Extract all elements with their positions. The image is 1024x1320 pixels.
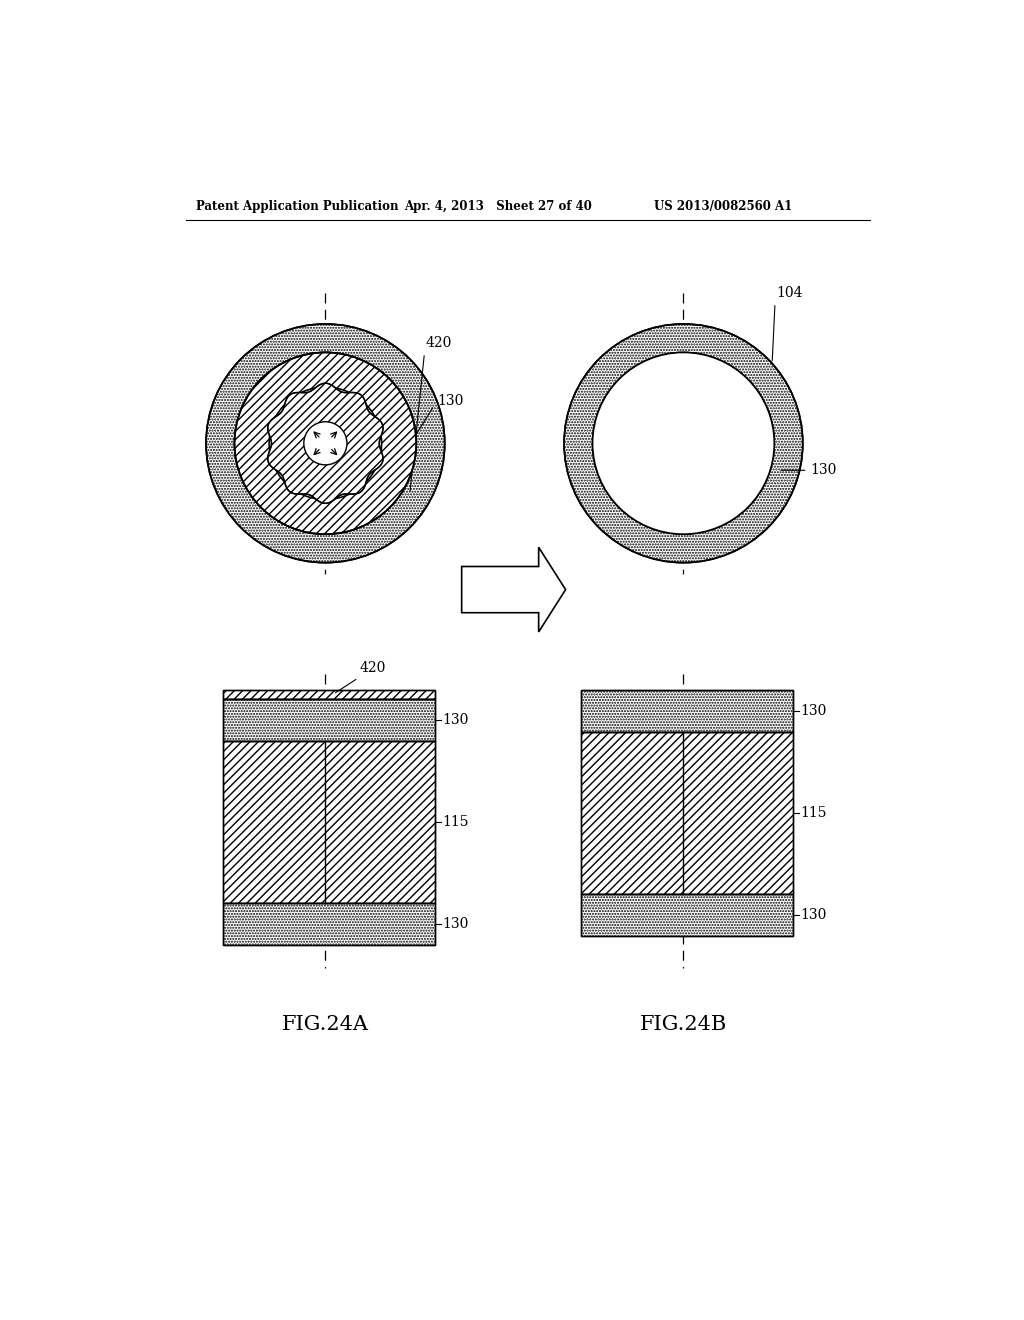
Bar: [581, 894, 793, 936]
Bar: [223, 903, 435, 945]
Bar: [223, 689, 435, 700]
Circle shape: [206, 323, 444, 562]
Circle shape: [234, 352, 416, 535]
Circle shape: [304, 422, 347, 465]
Circle shape: [593, 352, 774, 535]
Text: 130: 130: [801, 704, 826, 718]
Text: US 2013/0082560 A1: US 2013/0082560 A1: [654, 199, 793, 213]
Text: Patent Application Publication: Patent Application Publication: [196, 199, 398, 213]
Text: FIG.24A: FIG.24A: [282, 1015, 369, 1034]
Polygon shape: [267, 383, 383, 503]
Bar: [223, 903, 435, 945]
Circle shape: [269, 387, 382, 499]
Bar: [223, 700, 435, 742]
Text: FIG.24B: FIG.24B: [640, 1015, 727, 1034]
Bar: [223, 742, 435, 903]
Text: 115: 115: [442, 816, 469, 829]
Text: 130: 130: [392, 393, 464, 473]
Bar: [223, 689, 435, 700]
Text: 420: 420: [410, 337, 452, 491]
Text: 420: 420: [336, 661, 386, 693]
Text: 130: 130: [801, 908, 826, 921]
Circle shape: [234, 352, 416, 535]
Text: Apr. 4, 2013   Sheet 27 of 40: Apr. 4, 2013 Sheet 27 of 40: [403, 199, 592, 213]
Text: 115: 115: [801, 807, 827, 820]
Circle shape: [593, 352, 774, 535]
Bar: [581, 733, 793, 894]
Bar: [581, 733, 793, 894]
Text: 104: 104: [772, 286, 803, 360]
Bar: [223, 742, 435, 903]
Circle shape: [564, 323, 803, 562]
Text: 130: 130: [442, 917, 469, 931]
Bar: [223, 700, 435, 742]
Polygon shape: [462, 548, 565, 632]
Bar: [581, 894, 793, 936]
Text: 130: 130: [781, 463, 837, 478]
Bar: [581, 689, 793, 733]
Bar: [581, 689, 793, 733]
Text: 130: 130: [442, 713, 469, 727]
